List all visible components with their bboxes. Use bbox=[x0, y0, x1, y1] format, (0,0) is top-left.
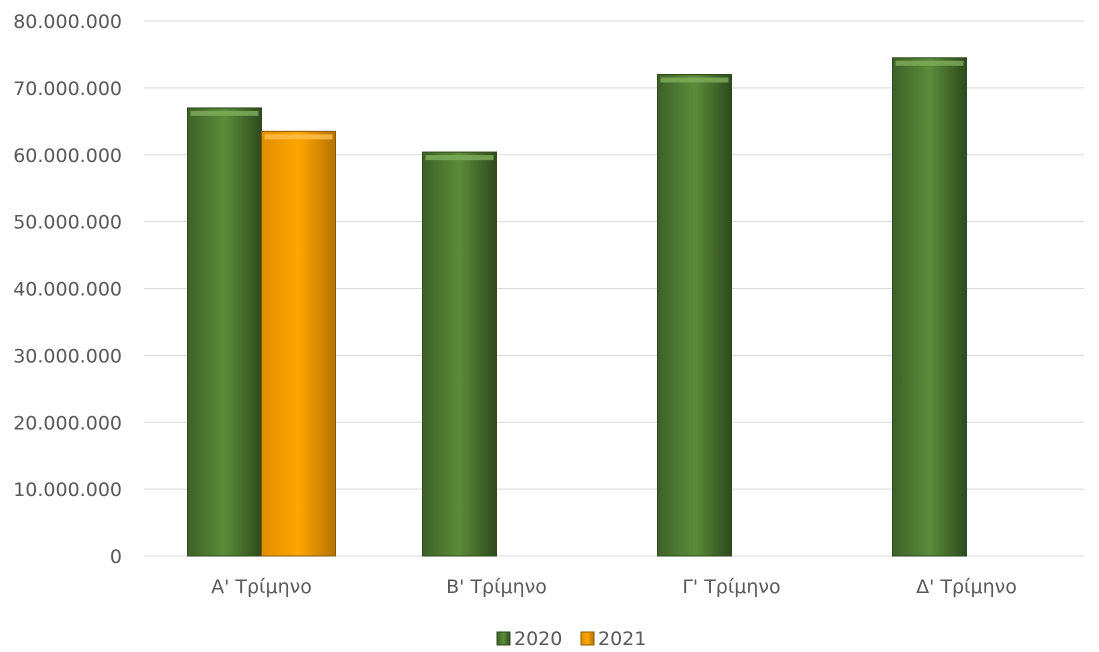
y-axis-tick-labels: 0 10.000.000 20.000.000 30.000.000 40.000.00… bbox=[13, 11, 122, 568]
y-tick-label: 60.000.000 bbox=[13, 145, 122, 167]
bar-bevel bbox=[264, 134, 333, 140]
legend-swatch-2021 bbox=[580, 631, 595, 646]
legend-label: 2020 bbox=[514, 628, 562, 650]
x-category-label: Γ' Τρίμηνο bbox=[682, 576, 780, 598]
y-tick-label: 80.000.000 bbox=[13, 11, 122, 33]
bars bbox=[187, 57, 967, 557]
bar-bevel bbox=[895, 60, 964, 66]
x-category-label: Δ' Τρίμηνο bbox=[916, 576, 1017, 598]
y-tick-label: 0 bbox=[110, 546, 122, 568]
y-tick-label: 70.000.000 bbox=[13, 78, 122, 100]
bar-2020-2 bbox=[422, 151, 497, 557]
x-axis-category-labels: Α' Τρίμηνο Β' Τρίμηνο Γ' Τρίμηνο Δ' Τρίμηνο bbox=[211, 576, 1017, 598]
x-category-label: Α' Τρίμηνο bbox=[211, 576, 312, 598]
bar-bevel bbox=[660, 77, 729, 83]
legend: 2020 2021 bbox=[496, 628, 646, 650]
legend-label: 2021 bbox=[598, 628, 646, 650]
y-tick-label: 30.000.000 bbox=[13, 345, 122, 367]
legend-swatch-2020 bbox=[496, 631, 511, 646]
bar-bevel bbox=[190, 110, 259, 116]
bar-2021-1 bbox=[261, 130, 336, 557]
x-category-label: Β' Τρίμηνο bbox=[446, 576, 547, 598]
y-tick-label: 40.000.000 bbox=[13, 279, 122, 301]
bar-bevel bbox=[425, 155, 494, 161]
bar-2020-1 bbox=[187, 107, 262, 557]
y-tick-label: 10.000.000 bbox=[13, 479, 122, 501]
y-tick-label: 20.000.000 bbox=[13, 412, 122, 434]
bar-2020-4 bbox=[892, 57, 967, 557]
bar-2020-3 bbox=[657, 74, 732, 557]
y-tick-label: 50.000.000 bbox=[13, 212, 122, 234]
